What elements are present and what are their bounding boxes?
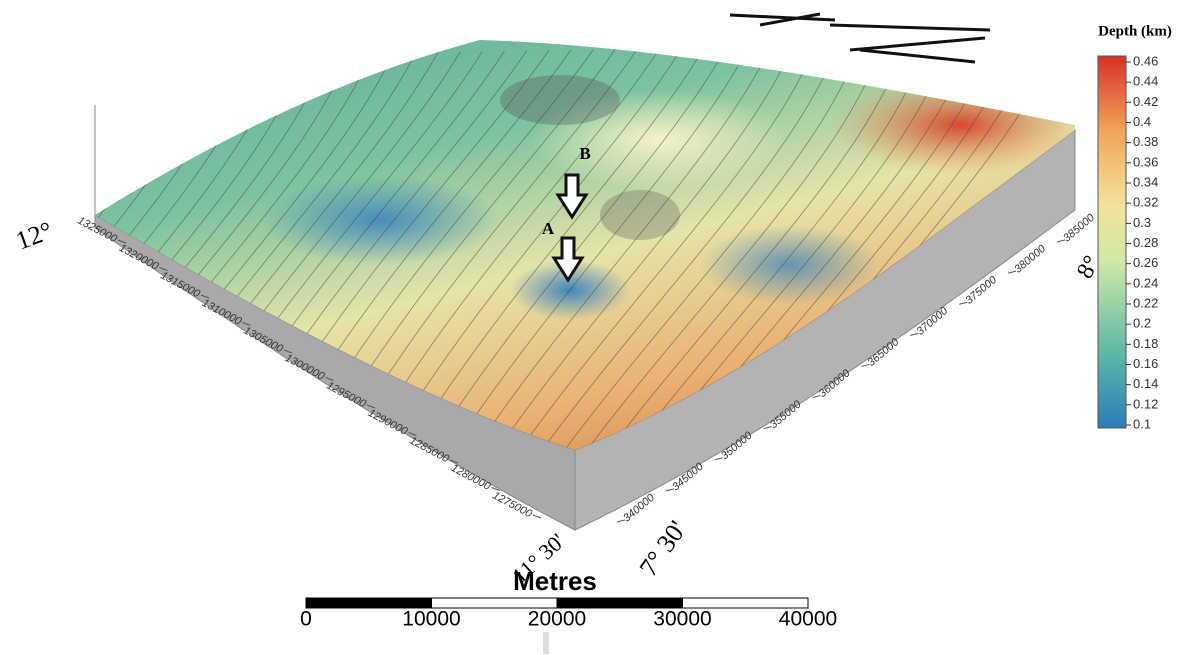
axis-tick [617, 520, 625, 522]
axis-tick [861, 364, 869, 366]
north-arrow [730, 14, 990, 62]
marker-label: B [579, 144, 590, 163]
colorbar-tick-label: 0.3 [1133, 215, 1151, 230]
colorbar-tick-label: 0.16 [1133, 356, 1158, 371]
colorbar-tick-label: 0.4 [1133, 114, 1151, 129]
scale-bar-label: 10000 [402, 608, 460, 631]
axis-tick [715, 458, 723, 460]
colorbar-tick-label: 0.1 [1133, 416, 1151, 431]
colorbar-tick-label: 0.42 [1133, 94, 1158, 109]
scale-bar-label: 30000 [653, 608, 711, 631]
map: Depth (km) B A 12° 11° 30' 7° 30' 8° Met… [0, 0, 1197, 655]
axis-tick [910, 333, 918, 335]
colorbar [1098, 56, 1126, 428]
axis-tick [813, 396, 821, 398]
axis-tick [666, 489, 674, 491]
colorbar-tick-label: 0.22 [1133, 295, 1158, 310]
colorbar-tick-label: 0.32 [1133, 195, 1158, 210]
colorbar-tick-label: 0.2 [1133, 316, 1151, 331]
scale-bar-segment [557, 598, 683, 608]
contour-line [0, 59, 104, 499]
axis-tick [533, 515, 541, 518]
corner-label: 12° [12, 216, 56, 256]
contour-line [0, 59, 127, 499]
axis-tick [1008, 271, 1016, 273]
contour-line [0, 60, 82, 500]
scale-bar-label: 40000 [779, 608, 837, 631]
corner-label: 7° 30' [634, 515, 693, 581]
colorbar-tick-label: 0.36 [1133, 154, 1158, 169]
axis-tick [959, 302, 967, 304]
scale-bar-label: 20000 [528, 608, 586, 631]
scale-bar-segment [432, 598, 558, 608]
scale-bar-label: 0 [300, 608, 312, 631]
colorbar-tick-label: 0.44 [1133, 74, 1158, 89]
colorbar-tick-label: 0.14 [1133, 376, 1158, 391]
contour-line [0, 60, 60, 500]
scale-bar-title: Metres [513, 566, 597, 596]
colorbar-tick-label: 0.12 [1133, 396, 1158, 411]
colorbar-tick-label: 0.18 [1133, 336, 1158, 351]
contour-line [0, 58, 149, 498]
scale-bar-segment [683, 598, 809, 608]
colorbar-tick-label: 0.34 [1133, 174, 1158, 189]
contour-line [0, 58, 171, 498]
colorbar-tick-label: 0.24 [1133, 275, 1158, 290]
colorbar-tick-label: 0.46 [1133, 53, 1158, 68]
axis-tick [764, 427, 772, 429]
marker-label: A [542, 219, 555, 238]
divider [543, 632, 549, 654]
axis-tick [1057, 240, 1065, 242]
colorbar-tick-label: 0.38 [1133, 134, 1158, 149]
colorbar-tick-label: 0.26 [1133, 255, 1158, 270]
scale-bar-segment [306, 598, 432, 608]
colorbar-title: Depth (km) [1098, 23, 1172, 39]
colorbar-tick-label: 0.28 [1133, 235, 1158, 250]
